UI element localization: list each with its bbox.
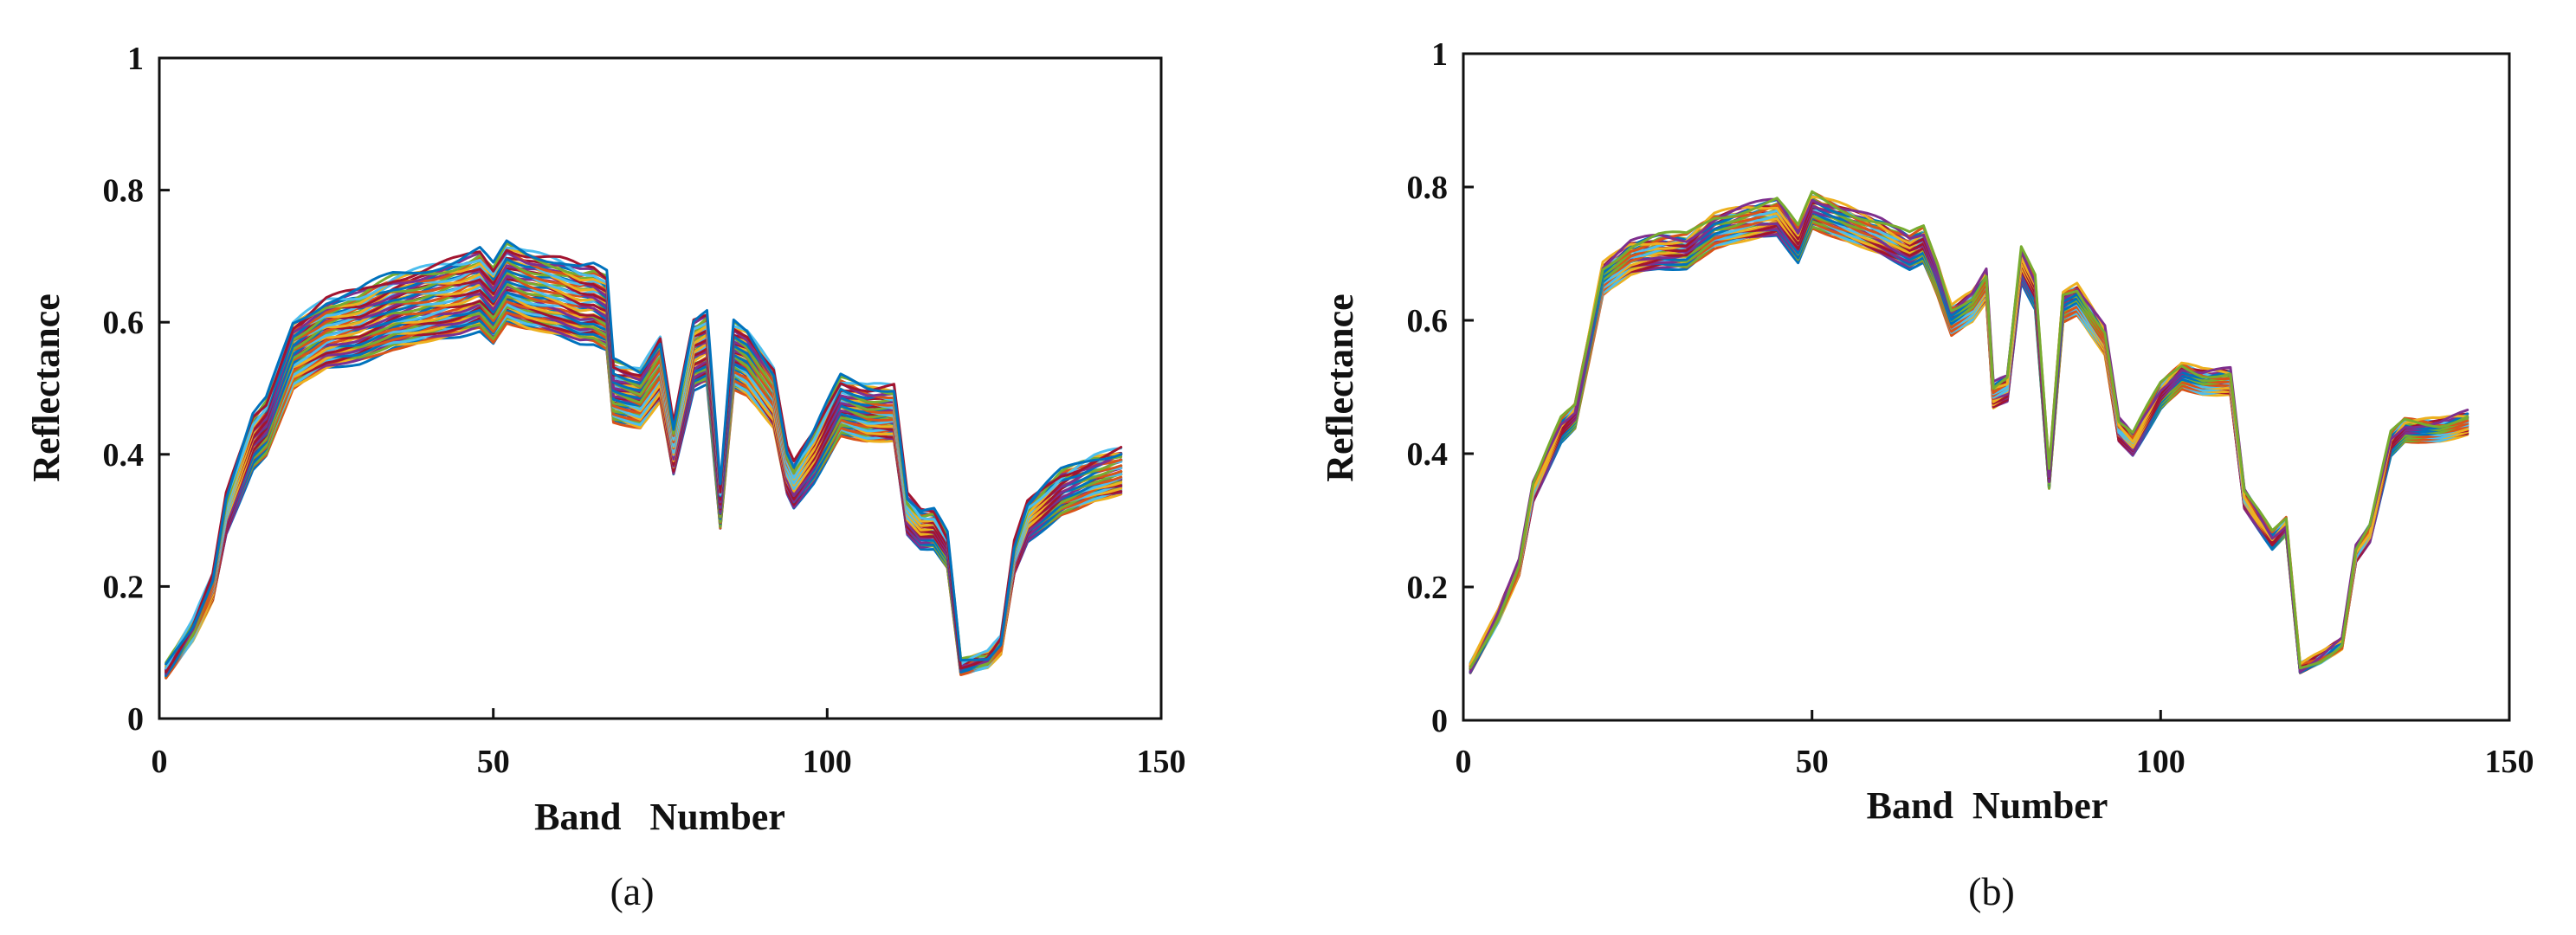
panel-caption-b: (b) bbox=[1968, 869, 2015, 913]
x-tick-label-b-0: 0 bbox=[1456, 744, 1472, 780]
spectral-curve-b-12 bbox=[1469, 220, 2469, 674]
panel-caption-a: (a) bbox=[610, 869, 654, 913]
spectral-curve-b-7 bbox=[1469, 217, 2469, 668]
spectral-curve-b-8 bbox=[1469, 222, 2469, 671]
spectral-curve-b-4 bbox=[1469, 222, 2469, 669]
y-tick-label-b-4: 0.8 bbox=[1407, 170, 1449, 206]
y-tick-label-a-4: 0.8 bbox=[103, 173, 145, 210]
y-tick-label-a-5: 1 bbox=[127, 41, 144, 77]
axes-frame-a bbox=[158, 56, 1163, 720]
y-axis-title-a: Reflectance bbox=[25, 293, 68, 481]
spectral-curve-b-40 bbox=[1469, 190, 2469, 670]
x-axis-title-b: Band Number bbox=[1867, 784, 2108, 827]
x-tick-label-a-1: 50 bbox=[477, 744, 510, 780]
y-tick-label-a-3: 0.6 bbox=[103, 305, 145, 341]
spectral-curve-b-11 bbox=[1469, 216, 2469, 668]
spectral-curve-b-9 bbox=[1469, 221, 2469, 674]
spectral-curve-a-22 bbox=[165, 291, 1123, 677]
spectral-curve-a-44 bbox=[165, 248, 1123, 666]
series-group-b bbox=[1469, 190, 2469, 674]
y-tick-label-b-1: 0.2 bbox=[1407, 570, 1449, 606]
spectral-curve-b-10 bbox=[1469, 215, 2469, 670]
spectral-curve-a-50 bbox=[165, 239, 1123, 666]
spectral-curve-b-6 bbox=[1469, 221, 2469, 674]
spectral-curve-b-15 bbox=[1469, 216, 2469, 671]
series-group-a bbox=[165, 239, 1123, 680]
spectral-curve-a-29 bbox=[165, 280, 1123, 676]
y-tick-label-a-0: 0 bbox=[127, 701, 144, 738]
panel-a: 0 50 100 150 0 0.2 0.4 0.6 0.8 1 Band Nu… bbox=[25, 41, 1186, 913]
spectral-curve-b-19 bbox=[1469, 214, 2469, 674]
spectral-curve-b-39 bbox=[1469, 197, 2469, 674]
y-tick-label-b-2: 0.4 bbox=[1407, 436, 1449, 473]
x-axis-title-a: Band Number bbox=[534, 796, 785, 838]
axes-frame-b bbox=[1462, 52, 2511, 722]
panel-b: 0 50 100 150 0 0.2 0.4 0.6 0.8 1 Band Nu… bbox=[1319, 36, 2534, 913]
spectral-curve-a-47 bbox=[165, 242, 1123, 664]
spectral-curve-a-45 bbox=[165, 248, 1123, 667]
x-tick-label-a-0: 0 bbox=[152, 744, 168, 780]
x-tick-label-a-2: 100 bbox=[803, 744, 852, 780]
spectral-curve-a-46 bbox=[165, 250, 1123, 671]
spectral-curve-a-16 bbox=[165, 300, 1123, 678]
y-tick-label-b-5: 1 bbox=[1431, 36, 1448, 73]
x-tick-label-b-1: 50 bbox=[1796, 744, 1829, 780]
x-tick-label-b-3: 150 bbox=[2485, 744, 2534, 780]
spectral-curve-a-49 bbox=[165, 248, 1123, 674]
y-tick-label-a-1: 0.2 bbox=[103, 569, 145, 605]
x-tick-label-b-2: 100 bbox=[2136, 744, 2185, 780]
spectral-curve-b-16 bbox=[1469, 215, 2469, 674]
spectral-curve-a-48 bbox=[165, 246, 1123, 670]
spectral-curve-a-19 bbox=[165, 295, 1123, 677]
y-tick-label-a-2: 0.4 bbox=[103, 437, 145, 474]
spectral-curve-b-3 bbox=[1469, 222, 2469, 671]
y-tick-label-b-3: 0.6 bbox=[1407, 303, 1449, 339]
x-tick-label-a-3: 150 bbox=[1137, 744, 1186, 780]
y-axis-title-b: Reflectance bbox=[1319, 293, 1361, 481]
y-tick-label-b-0: 0 bbox=[1431, 703, 1448, 739]
